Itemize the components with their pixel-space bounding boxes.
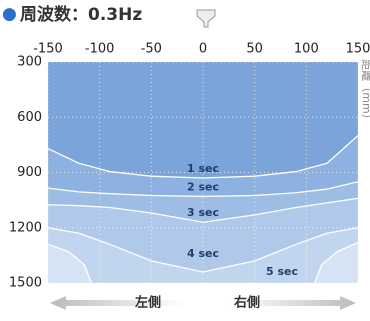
chart-title: 周波数：0.3Hz: [20, 4, 142, 25]
left-arrow: [50, 296, 185, 310]
x-tick-label: 0: [199, 42, 207, 57]
contour-label: 1 sec: [187, 162, 219, 175]
speaker-icon: [196, 9, 216, 28]
contour-label: 2 sec: [187, 180, 219, 193]
x-tick-label: -100: [85, 42, 115, 57]
contour-label: 3 sec: [187, 206, 219, 219]
contour-line: [48, 241, 358, 283]
contour-region: [314, 242, 358, 283]
contour-region: [48, 244, 92, 283]
plot-area: [48, 62, 358, 283]
title-marker: ●: [2, 4, 17, 24]
y-tick-label: 600: [17, 110, 42, 125]
right-label: 右側: [233, 295, 260, 311]
contour-line: [48, 227, 358, 273]
contour-line: [48, 181, 358, 198]
x-tick-label: 50: [246, 42, 263, 57]
contour-line: [48, 135, 358, 179]
x-tick-label: 150: [346, 42, 370, 57]
y-tick-label: 1500: [9, 276, 42, 291]
y-tick-label: 300: [17, 55, 42, 70]
y-axis-label: 距離（mm）: [360, 59, 370, 124]
contour-region: [48, 227, 358, 283]
y-tick-label: 900: [17, 165, 42, 180]
right-arrow: [230, 296, 356, 310]
contour-label: 4 sec: [187, 247, 219, 260]
x-tick-label: -50: [141, 42, 162, 57]
contour-line: [48, 197, 358, 223]
left-label: 左側: [135, 295, 161, 311]
contour-label: 5 sec: [266, 265, 298, 278]
x-tick-label: 100: [294, 42, 319, 57]
x-tick-label: -150: [33, 42, 63, 57]
y-tick-label: 1200: [9, 220, 42, 235]
